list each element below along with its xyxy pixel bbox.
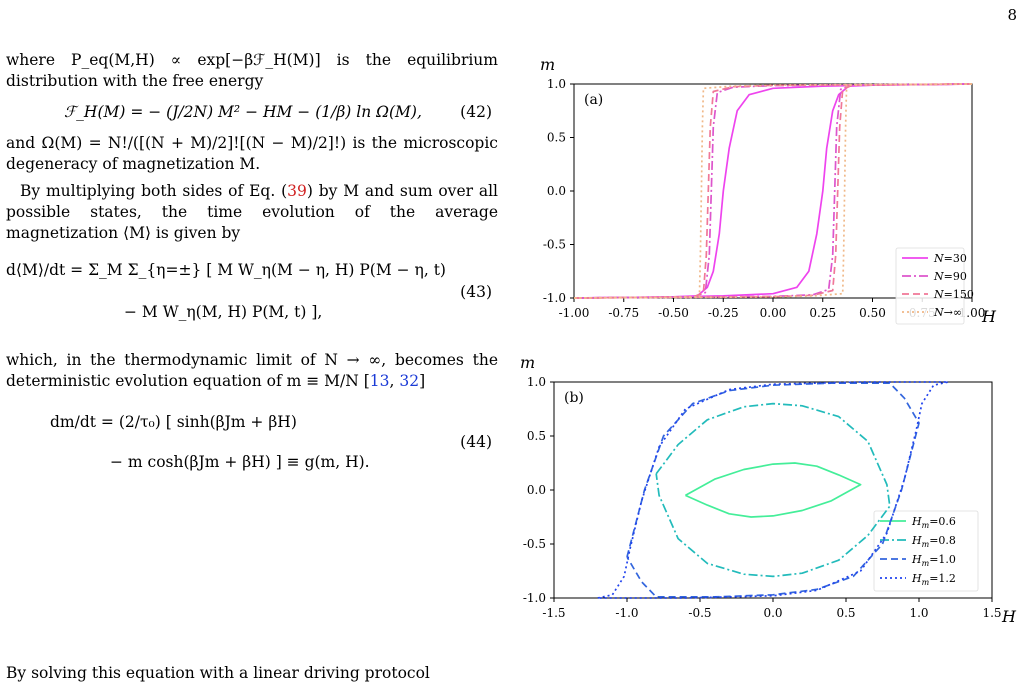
legend-label: N=90 — [933, 270, 967, 283]
citation-32[interactable]: 32 — [399, 372, 420, 390]
equation-43: d⟨M⟩/dt = Σ_M Σ_{η=±} [ M W_η(M − η, H) … — [6, 254, 498, 340]
legend-label: Hm=1.0 — [911, 553, 956, 568]
paragraph-4: which, in the thermodynamic limit of N →… — [6, 350, 498, 392]
x-tick-label: -1.00 — [559, 306, 590, 320]
plot-frame — [573, 83, 973, 299]
equation-44: dm/dt = (2/τ₀) [ sinh(βJm + βH) − m cosh… — [6, 408, 498, 490]
series-line — [655, 402, 891, 578]
text-column: where P_eq(M,H) ∝ exp[−βℱ_H(M)] is the e… — [6, 50, 498, 500]
x-tick-label: 0.50 — [859, 306, 886, 320]
legend-label: Hm=0.6 — [911, 515, 956, 530]
equation-42: ℱ_H(M) = − (J/2N) M² − HM − (1/β) ln Ω(M… — [6, 102, 498, 123]
x-tick-label: -0.75 — [608, 306, 639, 320]
x-tick-label: -0.5 — [688, 606, 711, 620]
y-tick-label: -1.0 — [543, 291, 566, 305]
legend-label: Hm=1.2 — [911, 572, 956, 587]
legend-box — [895, 247, 965, 325]
y-tick-label: 0.0 — [547, 184, 566, 198]
series-line — [573, 83, 973, 299]
series-line — [573, 83, 973, 299]
page-number: 8 — [1007, 6, 1017, 24]
series-line — [684, 462, 862, 518]
paragraph-2: and Ω(M) = N!/([(N + M)/2]![(N − M)/2]!)… — [6, 134, 498, 173]
paragraph-3: By multiplying both sides of Eq. (39) by… — [6, 181, 498, 244]
equation-44-number: (44) — [460, 433, 492, 451]
paragraph-5: By solving this equation with a linear d… — [6, 664, 430, 682]
x-tick-label: 0.75 — [909, 306, 936, 320]
x-tick-label: 0.00 — [760, 306, 787, 320]
series-line — [597, 381, 950, 599]
x-axis-label: H — [981, 307, 997, 326]
panel-b: -1.5 -1.0 -0.5 0.0 0.5 1.0 1.5-1.0-0.50.00.51.… — [520, 353, 1017, 626]
series-line — [573, 83, 973, 299]
x-tick-label: -0.50 — [658, 306, 689, 320]
series-line — [573, 83, 973, 299]
legend-label: N→∞ — [933, 306, 962, 319]
y-axis-label: m — [540, 55, 555, 74]
x-tick-label: 0.0 — [763, 606, 782, 620]
equation-44-line1: dm/dt = (2/τ₀) [ sinh(βJm + βH) — [50, 413, 297, 431]
paragraph-1: where P_eq(M,H) ∝ exp[−βℱ_H(M)] is the e… — [6, 51, 498, 90]
paragraph-4-end: ] — [419, 372, 426, 390]
y-tick-label: -0.5 — [543, 238, 566, 252]
x-tick-label: -1.0 — [615, 606, 638, 620]
y-tick-label: 0.0 — [527, 483, 546, 497]
x-tick-label: -0.25 — [708, 306, 739, 320]
x-tick-label: 0.5 — [836, 606, 855, 620]
series-line — [626, 382, 920, 598]
x-tick-label: 0.25 — [809, 306, 836, 320]
y-tick-label: -0.5 — [523, 537, 546, 551]
panel-label: (a) — [584, 92, 603, 108]
legend-label: N=150 — [933, 288, 974, 301]
legend-label: Hm=0.8 — [911, 534, 956, 549]
y-tick-label: 0.5 — [527, 429, 546, 443]
panel-label: (b) — [564, 390, 584, 406]
x-tick-label: 1.0 — [909, 606, 928, 620]
equation-43-line1: d⟨M⟩/dt = Σ_M Σ_{η=±} [ M W_η(M − η, H) … — [6, 261, 446, 279]
paragraph-3-start: By multiplying both sides of Eq. ( — [20, 182, 288, 200]
series-line — [573, 83, 973, 299]
y-tick-label: -1.0 — [523, 591, 546, 605]
series-line — [573, 83, 973, 299]
y-axis-label: m — [520, 353, 535, 372]
y-tick-label: 0.5 — [547, 131, 566, 145]
eq-ref-39[interactable]: 39 — [287, 182, 307, 200]
legend-box — [873, 510, 979, 592]
paragraph-4-start: which, in the thermodynamic limit of N →… — [6, 351, 498, 390]
x-axis-label: H — [1001, 607, 1017, 626]
citation-13[interactable]: 13 — [369, 372, 390, 390]
series-line — [573, 83, 973, 299]
legend-label: N=30 — [933, 252, 967, 265]
panel-a: -1.00 -0.75 -0.50 -0.25 0.00 0.25 0.50 0.75 1.00… — [540, 55, 997, 326]
x-tick-label: 1.00 — [959, 306, 986, 320]
x-tick-label: -1.5 — [542, 606, 565, 620]
paragraph-4-sep: , — [389, 372, 400, 390]
x-tick-label: 1.5 — [982, 606, 1001, 620]
equation-43-line2: − M W_η(M, H) P(M, t) ], — [124, 303, 323, 321]
y-tick-label: 1.0 — [527, 375, 546, 389]
plot-frame — [553, 381, 993, 599]
equation-42-number: (42) — [460, 103, 492, 121]
series-line — [573, 83, 973, 299]
equation-43-number: (43) — [460, 283, 492, 301]
y-tick-label: 1.0 — [547, 77, 566, 91]
equation-42-body: ℱ_H(M) = − (J/2N) M² − HM − (1/β) ln Ω(M… — [64, 103, 422, 121]
paragraph-3-end: ) by M and sum over all possible states,… — [6, 182, 498, 242]
equation-44-line2: − m cosh(βJm + βH) ] ≡ g(m, H). — [110, 453, 370, 471]
